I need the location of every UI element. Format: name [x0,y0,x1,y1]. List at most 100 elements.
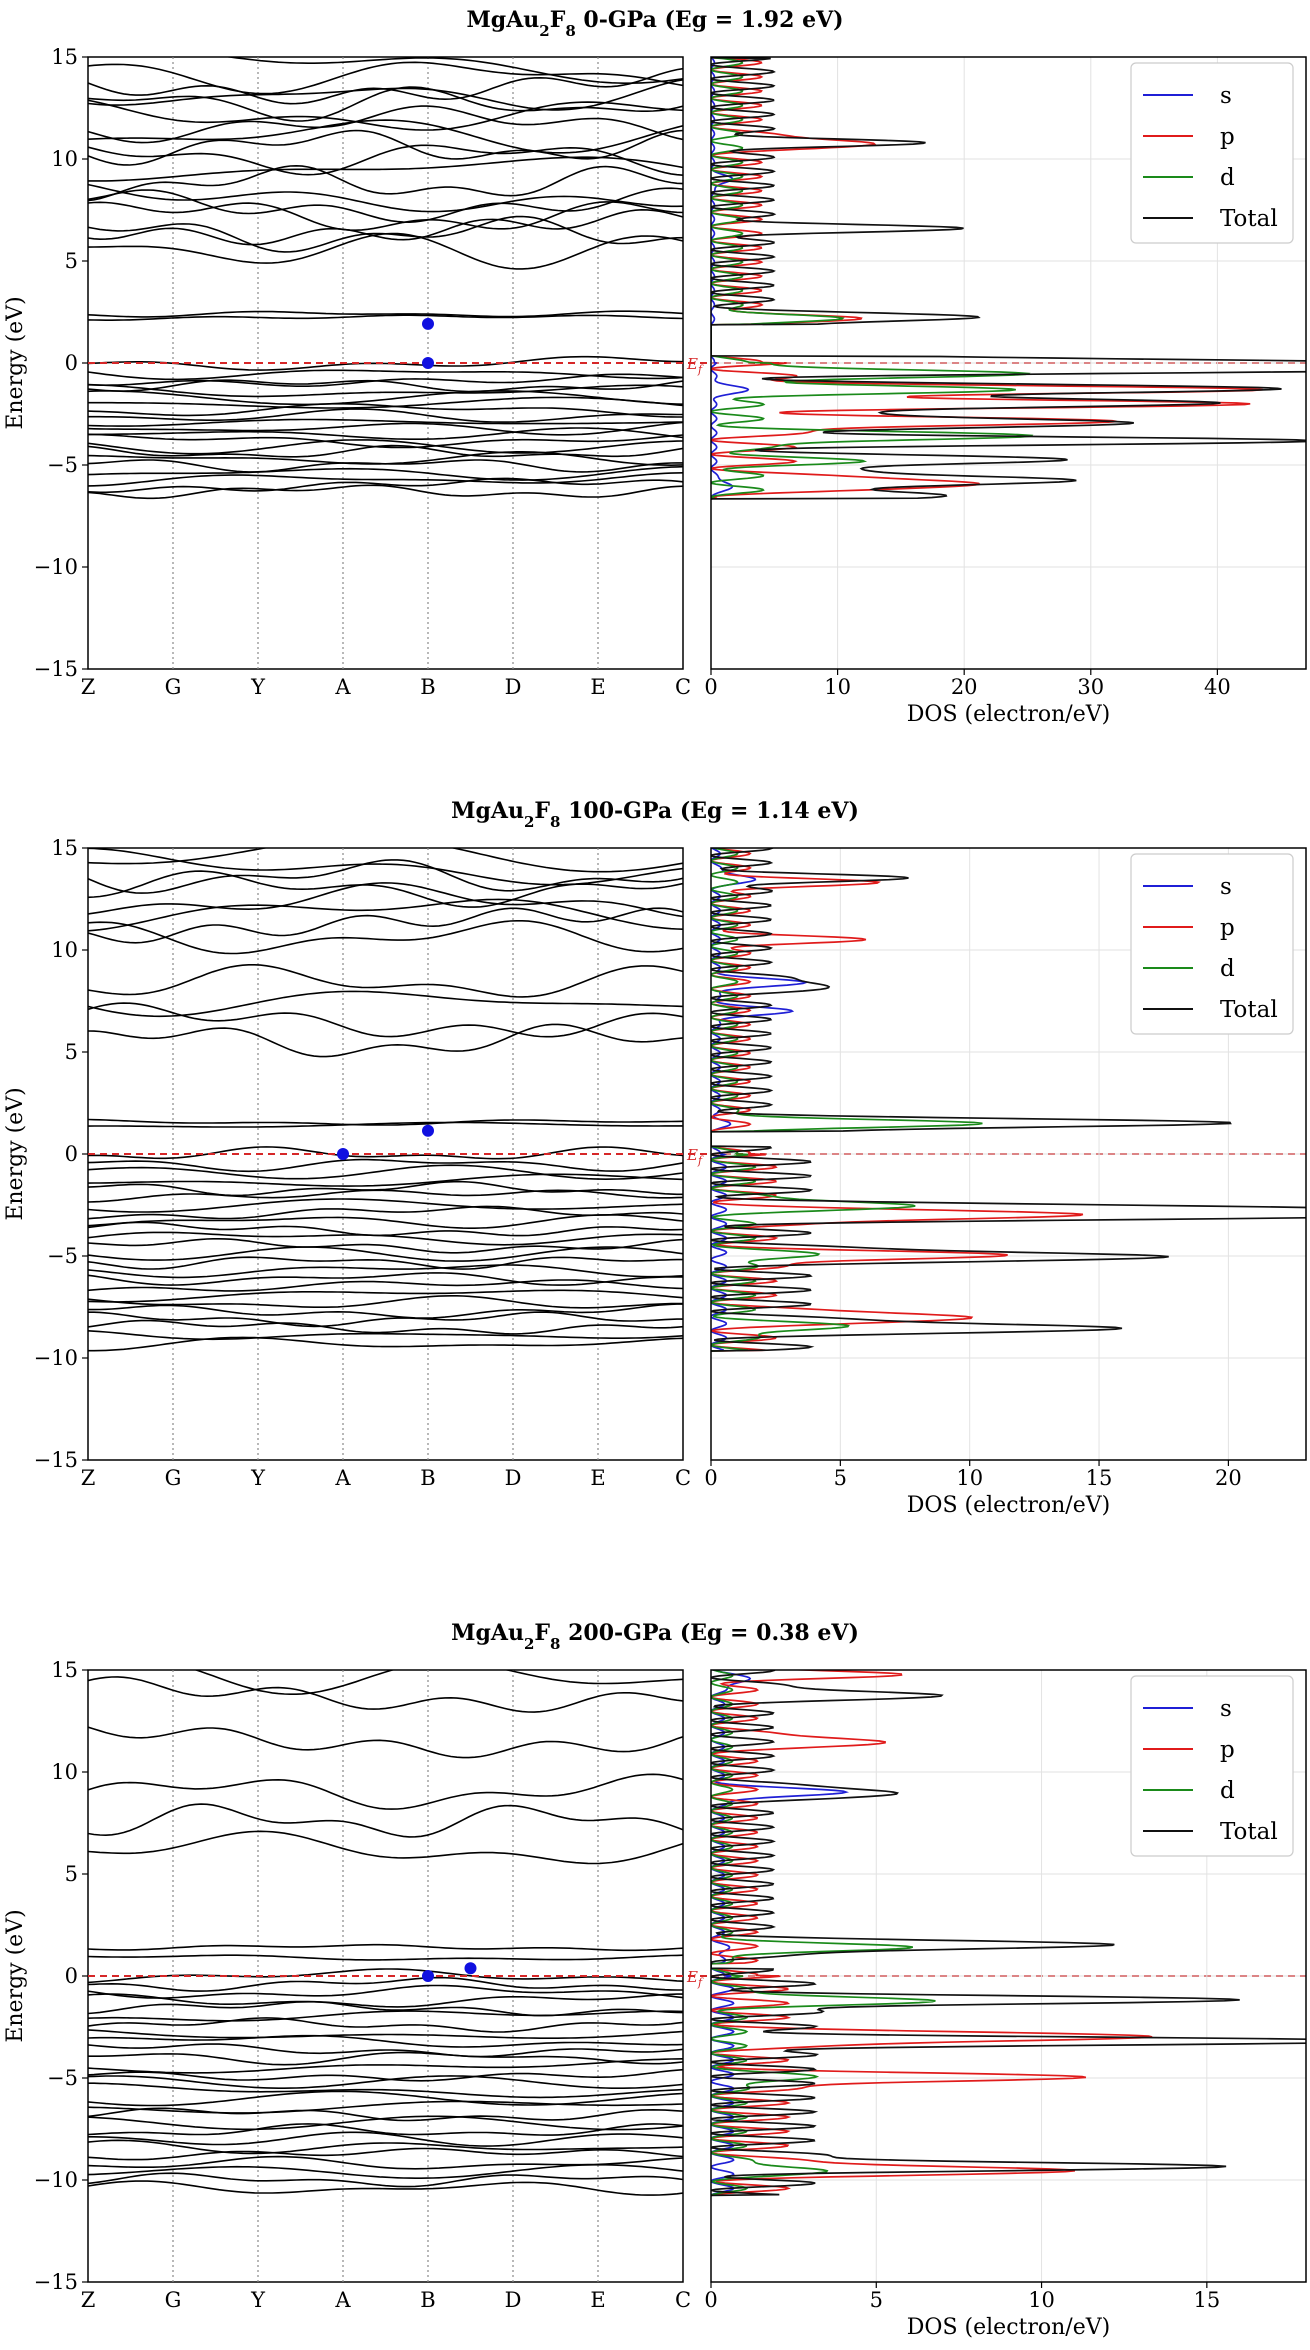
legend-label: Total [1220,1819,1278,1845]
fermi-e: E [686,1968,698,1986]
y-tick-label: 5 [65,1862,78,1886]
y-tick-label: −15 [34,657,78,681]
band-line [88,2100,683,2114]
dos-x-tick-label: 20 [951,675,978,699]
band-line [88,848,683,886]
y-tick-label: 10 [51,147,78,171]
dos-curve-d [711,848,983,1352]
panel-title: MgAu2F8 0-GPa (Eg = 1.92 eV) [466,7,843,40]
panel-1: MgAu2F8 100-GPa (Eg = 1.14 eV) Z G Y A B D E C 15… [3,798,1307,1518]
band-line [88,373,683,387]
band-line [88,1173,683,1187]
band-line [88,1319,683,1335]
cbm-marker [464,1962,477,1975]
dos-plot-frame [710,1669,1307,2283]
legend-box [1130,62,1294,244]
band-line [88,859,683,894]
band-line [88,1773,683,1810]
band-line [88,2123,683,2136]
band-line [88,2075,683,2089]
band-line [88,848,683,873]
dos-x-tick-label: 15 [1086,1466,1113,1490]
band-line [88,396,683,409]
dos-curve-d [711,1670,936,2197]
band-line [88,403,683,418]
band-line [88,2043,683,2058]
k-point-label: B [420,2288,435,2312]
legend-label: s [1220,83,1232,109]
band-line [88,1830,683,1865]
band-line [88,310,683,318]
fermi-level-label: Ef [686,1968,704,1989]
title-part: 8 [550,1635,560,1653]
band-line [88,156,683,182]
legend-label: d [1220,165,1235,191]
band-line [88,1231,683,1246]
band-line [88,105,683,144]
dos-x-tick-label: 5 [834,1466,847,1490]
band-line [88,2131,683,2147]
y-tick-label: 10 [51,1760,78,1784]
title-part: 2 [524,813,534,831]
band-line [88,1803,683,1838]
legend-label: s [1220,1696,1232,1722]
y-tick-label: 5 [65,249,78,273]
k-point-label: C [675,1466,691,1490]
y-tick-label: −10 [34,555,78,579]
band-line [88,898,683,932]
y-tick-label: 0 [65,351,78,375]
fermi-sub: f [697,363,704,376]
k-point-label: B [420,675,435,699]
band-line [88,67,683,105]
band-line [88,2139,683,2155]
bands [88,57,683,500]
band-line [88,379,683,393]
band-line [88,1264,683,1279]
band-line [88,2107,683,2122]
y-axis-label: Energy (eV) [3,296,28,429]
band-line [88,1984,683,1999]
panel-title: MgAu2F8 100-GPa (Eg = 1.14 eV) [451,798,859,831]
band-line [88,390,683,406]
band-line [88,1311,683,1328]
panel-0: MgAu2F8 0-GPa (Eg = 1.92 eV) Z G Y A B D E C 15 10… [3,7,1307,727]
title-part: MgAu [466,7,539,33]
k-point-label: C [675,2288,691,2312]
band-line [88,119,683,154]
band-line [88,355,683,371]
y-axis-label: Energy (eV) [3,1909,28,2042]
y-tick-label: −15 [34,2270,78,2294]
title-part: 100-GPa (Eg = 1.14 eV) [560,798,858,824]
dos-x-tick-label: 0 [704,2288,717,2312]
band-line [88,439,683,455]
k-point-label: D [505,675,522,699]
band-line [88,1121,683,1128]
band-line [88,1976,683,1992]
legend-label: p [1220,915,1235,941]
band-line [88,472,683,487]
k-point-label: B [420,1466,435,1490]
y-tick-label: 15 [51,836,78,860]
band-line [88,2172,683,2188]
dos-x-axis-label: DOS (electron/eV) [907,2315,1110,2340]
band-line [88,144,683,176]
k-point-label: Y [250,2288,266,2312]
band-line [88,314,683,321]
legend-label: p [1220,1737,1235,1763]
band-line [88,1289,683,1303]
band-line [88,2034,683,2048]
band-line [88,79,683,111]
cbm-marker [422,317,434,330]
band-line [224,57,683,84]
band-line [88,1146,683,1160]
title-part: 2 [539,22,549,40]
band-line [88,2090,683,2107]
band-line [88,369,683,381]
y-axis-label: Energy (eV) [3,1087,28,1220]
band-line [88,2029,683,2039]
y-tick-label: 0 [65,1964,78,1988]
band-line [88,1993,683,2008]
band-line [88,1295,683,1309]
bands [88,848,683,1352]
